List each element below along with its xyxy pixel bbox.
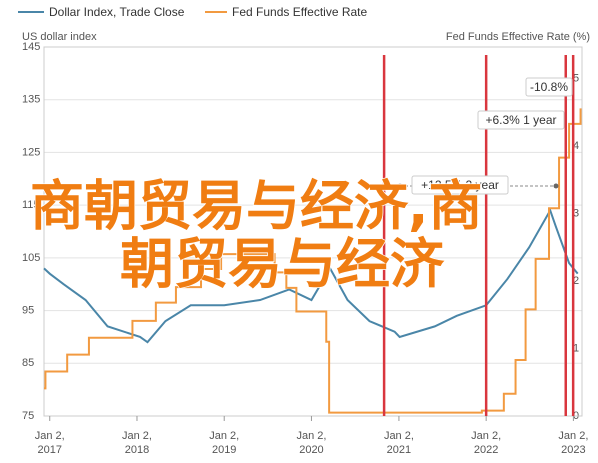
overlay-text: 商朝贸易与经济,商 (30, 175, 483, 238)
y-tick-label: 75 (22, 410, 34, 422)
x-tick-label: Jan 2, 2023 (558, 430, 588, 456)
x-tick-label: Jan 2, 2019 (209, 430, 239, 456)
y-tick-label: 135 (22, 94, 40, 106)
x-tick-label: Jan 2, 2020 (296, 430, 326, 456)
annotation: +6.3% 1 year (485, 113, 556, 127)
y-tick-label: 85 (22, 357, 34, 369)
plot-frame (43, 46, 583, 417)
x-tick-label: Jan 2, 2021 (384, 430, 414, 456)
annotation: -10.8% (530, 80, 568, 94)
y2-tick-label: 1 (573, 342, 579, 354)
y2-tick-label: 5 (573, 73, 579, 85)
y-tick-label: 105 (22, 252, 40, 264)
x-tick-label: Jan 2, 2017 (35, 430, 65, 456)
y2-tick-label: 4 (573, 140, 579, 152)
series-line (43, 208, 579, 344)
y-tick-label: 145 (22, 41, 40, 53)
y-tick-label: 115 (22, 199, 40, 211)
y-tick-label: 125 (22, 146, 40, 158)
annotation-box (477, 110, 565, 130)
y2-tick-label: 2 (573, 275, 579, 287)
guide-dot (553, 183, 559, 189)
annotation-box (525, 77, 573, 97)
y-axis-title: US dollar index (22, 31, 97, 43)
y2-tick-label: 3 (573, 208, 579, 220)
y-tick-label: 95 (22, 304, 34, 316)
overlay-text: 朝贸易与经济 (120, 233, 445, 296)
guide-dot (397, 183, 403, 189)
series-line (44, 108, 582, 414)
legend-label[interactable]: Fed Funds Effective Rate (232, 5, 368, 19)
y2-axis-title: Fed Funds Effective Rate (%) (446, 31, 590, 43)
legend-label[interactable]: Dollar Index, Trade Close (49, 5, 185, 19)
annotation-box (411, 175, 509, 195)
x-tick-label: Jan 2, 2022 (471, 430, 501, 456)
x-tick-label: Jan 2, 2018 (122, 430, 152, 456)
annotation: +12.5% 2 year (421, 178, 499, 192)
